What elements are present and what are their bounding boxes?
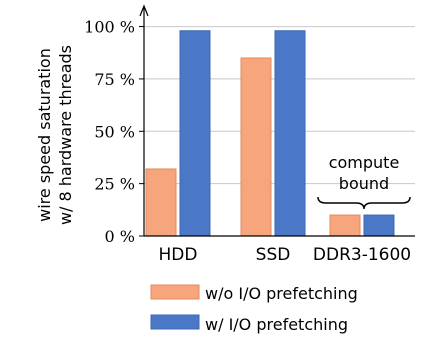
x-category-labels: HDD SSD DDR3-1600 [159, 245, 412, 265]
bar-w-prefetching-ddr3-1600 [363, 214, 395, 237]
y-axis-label-line-1: wire speed saturation [35, 48, 54, 222]
x-category-label: DDR3-1600 [313, 245, 411, 265]
bar-wo-prefetching-hdd [145, 168, 177, 237]
bar-w-prefetching-ssd [274, 30, 306, 237]
annotation-brace [317, 196, 411, 210]
legend-swatch-w-prefetching [150, 314, 200, 330]
legend-label-wo-prefetching: w/o I/O prefetching [205, 284, 358, 303]
annotation-line-2: bound [339, 174, 389, 193]
x-category-label: HDD [159, 245, 198, 265]
legend-label-w-prefetching: w/ I/O prefetching [205, 315, 348, 334]
y-tick-label: 0 % [105, 227, 135, 246]
y-axis-label-line-2: w/ 8 hardware threads [56, 45, 75, 225]
y-tick-label: 100 % [84, 18, 135, 37]
x-category-label: SSD [256, 245, 291, 265]
annotation-line-1: compute [329, 153, 400, 172]
bar-wo-prefetching-ssd [240, 57, 272, 237]
legend: w/o I/O prefetching w/ I/O prefetching [150, 284, 358, 334]
bar-w-prefetching-hdd [179, 30, 211, 237]
bars [145, 30, 395, 237]
axes [139, 4, 415, 237]
bar-wo-prefetching-ddr3-1600 [329, 214, 361, 237]
y-tick-label: 75 % [94, 70, 135, 89]
legend-swatch-wo-prefetching [150, 284, 200, 300]
y-tick-labels: 0 % 25 % 50 % 75 % 100 % [84, 18, 135, 246]
y-tick-label: 50 % [94, 122, 135, 141]
y-tick-label: 25 % [94, 175, 135, 194]
y-axis-arrow [139, 4, 149, 17]
